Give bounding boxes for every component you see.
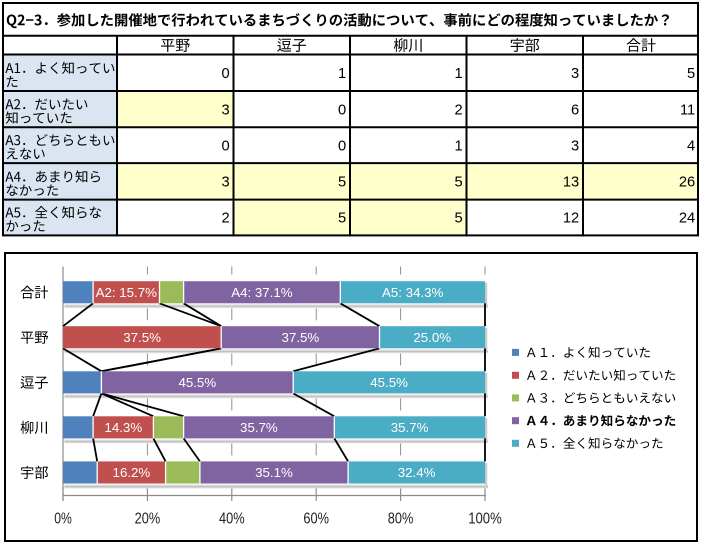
svg-text:14.3%: 14.3% [104,420,142,435]
svg-text:35.1%: 35.1% [255,465,293,480]
svg-text:5: 5 [338,175,346,191]
svg-text:3: 3 [222,175,230,191]
svg-text:A4: 37.1%: A4: 37.1% [231,285,293,300]
svg-text:37.5%: 37.5% [123,330,161,345]
svg-text:100%: 100% [468,510,502,527]
svg-text:A5: 34.3%: A5: 34.3% [382,285,444,300]
svg-text:6: 6 [571,102,579,118]
svg-text:16.2%: 16.2% [113,465,151,480]
svg-text:13: 13 [563,175,579,191]
svg-text:A2: 15.7%: A2: 15.7% [96,285,158,300]
svg-text:24: 24 [679,211,695,227]
svg-text:5: 5 [455,175,463,191]
svg-text:37.5%: 37.5% [282,330,320,345]
svg-text:0: 0 [338,138,346,154]
svg-text:3: 3 [222,102,230,118]
svg-text:0: 0 [222,138,230,154]
svg-text:45.5%: 45.5% [370,375,408,390]
svg-text:5: 5 [455,211,463,227]
svg-text:80%: 80% [388,510,414,527]
svg-text:40%: 40% [219,510,245,527]
svg-text:26: 26 [679,175,695,191]
svg-text:3: 3 [571,138,579,154]
svg-text:11: 11 [680,102,695,118]
svg-text:5: 5 [687,66,695,82]
svg-text:25.0%: 25.0% [413,330,451,345]
svg-text:4: 4 [687,138,695,154]
svg-text:5: 5 [338,211,346,227]
svg-text:32.4%: 32.4% [398,465,436,480]
svg-text:12: 12 [563,211,579,227]
svg-text:1: 1 [338,66,346,82]
svg-text:0: 0 [222,66,230,82]
svg-text:1: 1 [455,66,463,82]
svg-text:20%: 20% [135,510,161,527]
svg-text:1: 1 [455,138,463,154]
svg-text:3: 3 [571,66,579,82]
svg-text:0%: 0% [54,510,72,527]
svg-text:2: 2 [222,211,230,227]
svg-text:2: 2 [455,102,463,118]
svg-text:35.7%: 35.7% [391,420,429,435]
svg-text:0: 0 [338,102,346,118]
svg-text:45.5%: 45.5% [178,375,216,390]
svg-text:60%: 60% [303,510,329,527]
svg-text:35.7%: 35.7% [240,420,278,435]
